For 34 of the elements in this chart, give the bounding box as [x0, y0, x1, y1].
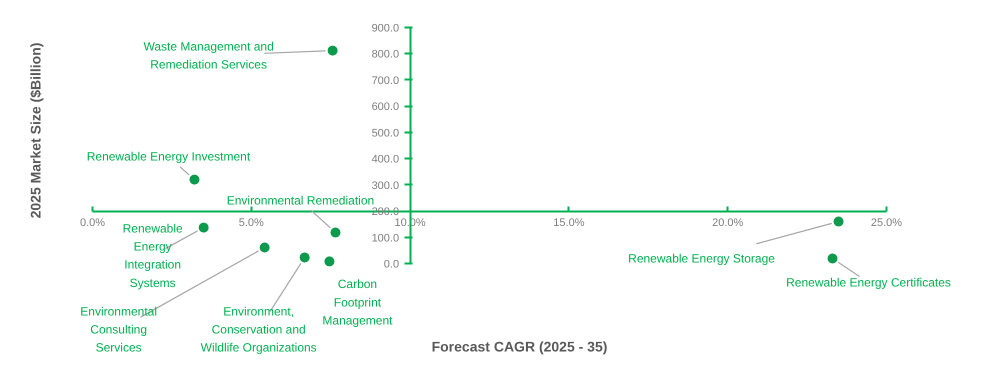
annotation: Waste Management and Remediation Services	[143, 39, 274, 72]
point	[834, 216, 844, 227]
y-tick-label: 0.0	[384, 258, 400, 270]
point	[324, 256, 334, 266]
point	[189, 174, 200, 185]
annotation: Carbon Footprint Management	[322, 277, 394, 328]
annotation: Renewable Energy Certificates	[786, 276, 951, 290]
annotation: Renewable Energy Integration Systems	[122, 221, 184, 290]
y-tick-label: 800.0	[372, 48, 400, 61]
x-tick-label: 5.0%	[238, 217, 264, 230]
x-tick-label: 0.0%	[80, 217, 106, 230]
x-tick-label: 20.0%	[712, 217, 744, 230]
y-tick-label: 600.0	[372, 101, 400, 114]
y-tick-label: 400.0	[372, 154, 400, 166]
x-axis-title: Forecast CAGR (2025 - 35)	[432, 338, 608, 354]
x-tick-label: 25.0%	[870, 217, 902, 230]
annotation: Environmental Consulting Services	[80, 304, 158, 355]
annotation: Renewable Energy Investment	[86, 150, 251, 164]
x-tick-label: 15.0%	[553, 217, 585, 230]
annotation: Environment, Conservation and Wildlife Organizations	[200, 304, 317, 355]
annotation: Environmental Remediation	[226, 194, 374, 208]
point	[198, 222, 209, 233]
annotation: Renewable Energy Storage	[628, 252, 776, 266]
y-axis-title: 2025 Market Size ($Billion)	[28, 42, 44, 218]
y-tick-label: 300.0	[372, 180, 400, 192]
y-tick-label: 900.0	[372, 22, 400, 34]
y-tick-label: 700.0	[372, 74, 400, 87]
point	[330, 228, 340, 238]
point	[328, 46, 338, 56]
y-tick-label: 100.0	[372, 232, 400, 244]
y-tick-label: 500.0	[372, 127, 400, 140]
point	[828, 254, 838, 264]
point	[300, 252, 310, 262]
point	[260, 242, 270, 252]
